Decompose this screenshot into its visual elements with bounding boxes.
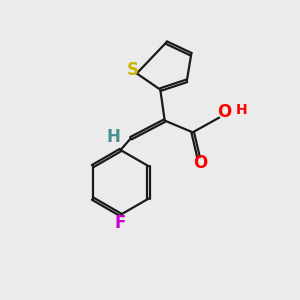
Text: F: F [115, 214, 126, 232]
Text: O: O [218, 103, 232, 121]
Text: H: H [236, 103, 247, 117]
Text: O: O [193, 154, 207, 172]
Text: S: S [127, 61, 139, 79]
Text: H: H [106, 128, 120, 146]
